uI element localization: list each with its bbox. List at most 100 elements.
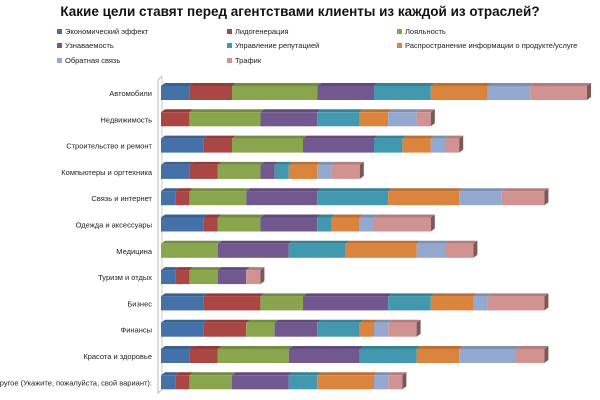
bar-segment-top bbox=[274, 319, 322, 323]
bar-segment-top bbox=[317, 319, 364, 323]
bar-segment bbox=[274, 164, 289, 179]
bar-segment bbox=[161, 349, 190, 363]
bar-segment-top bbox=[359, 214, 378, 218]
bar-segment-top bbox=[175, 188, 194, 192]
bar-segment bbox=[232, 375, 289, 390]
bar-segment bbox=[359, 322, 374, 337]
bar-segment-top bbox=[416, 109, 435, 113]
bar-segment-top bbox=[388, 319, 421, 323]
bar-segment bbox=[260, 217, 318, 232]
bar-segment bbox=[317, 217, 332, 232]
bar-segment-top bbox=[175, 372, 194, 376]
bar-segment-top bbox=[217, 214, 265, 218]
bar-segment-top bbox=[416, 240, 449, 244]
bar-segment bbox=[430, 86, 488, 100]
category-label: Автомобили bbox=[109, 89, 152, 98]
bar-segment bbox=[359, 112, 389, 127]
legend-swatch bbox=[57, 58, 62, 63]
bar-segment-top bbox=[445, 240, 478, 244]
bar-segment-top bbox=[374, 83, 435, 86]
bar-segment bbox=[473, 296, 488, 311]
bar-segment-top bbox=[161, 214, 208, 218]
bar-segment bbox=[430, 296, 474, 311]
bar-segment-side bbox=[359, 161, 364, 179]
bar-segment-side bbox=[459, 135, 464, 153]
bar-segment-top bbox=[388, 372, 407, 376]
bar-segment-top bbox=[161, 240, 222, 244]
axis-wall bbox=[157, 75, 163, 394]
bar-segment bbox=[317, 191, 389, 206]
bar-segment bbox=[288, 375, 318, 390]
category-label: Другое (Укажите, пожалуйста, свой вариан… bbox=[0, 378, 152, 387]
bar-segment-top bbox=[359, 346, 421, 349]
bar-segment bbox=[374, 217, 431, 232]
bar-segment-top bbox=[402, 135, 435, 139]
bar-segment bbox=[260, 296, 303, 311]
bar-segment-top bbox=[288, 372, 322, 376]
bar-segment bbox=[288, 349, 360, 363]
bar-segment-side bbox=[430, 214, 435, 232]
bar-segment-top bbox=[260, 109, 322, 113]
legend-item: Управление репутацией bbox=[227, 41, 319, 50]
bar-segment bbox=[331, 217, 360, 232]
bar-segment bbox=[189, 191, 247, 206]
bar-segment-top bbox=[317, 161, 336, 165]
bar-segment bbox=[161, 86, 190, 100]
bar-segment bbox=[189, 164, 218, 179]
bar-segment-top bbox=[232, 135, 307, 139]
bar-segment-side bbox=[416, 319, 421, 337]
legend-label: Трафик bbox=[235, 56, 262, 65]
category-label: Строительство и ремонт bbox=[66, 142, 152, 151]
bar-segment-top bbox=[189, 267, 222, 271]
axis-line bbox=[157, 388, 163, 394]
bar-segment bbox=[260, 112, 318, 127]
bar-segment-top bbox=[175, 267, 194, 271]
bar-segment bbox=[487, 296, 545, 311]
bar-segment-top bbox=[487, 83, 535, 86]
bar-segment bbox=[161, 243, 218, 258]
bar-segment-top bbox=[445, 135, 464, 139]
bar-segment-top bbox=[459, 346, 520, 349]
bar-segment-top bbox=[317, 188, 393, 192]
legend-swatch bbox=[227, 43, 232, 48]
bar-segment-top bbox=[288, 161, 322, 165]
bar-segment bbox=[331, 164, 360, 179]
bar-segment bbox=[388, 112, 417, 127]
bar-segment-top bbox=[317, 372, 378, 376]
bar-segment-top bbox=[217, 240, 293, 244]
bar-segment-top bbox=[374, 214, 435, 218]
bar-segment-top bbox=[260, 214, 322, 218]
bar-segment-side bbox=[544, 293, 549, 311]
bar-segment bbox=[445, 243, 474, 258]
bar-segment bbox=[445, 138, 460, 153]
bar-segment bbox=[388, 296, 431, 311]
bar-segment-top bbox=[217, 346, 293, 349]
bar-segment bbox=[388, 191, 460, 206]
legend-swatch bbox=[397, 43, 402, 48]
bar-segment bbox=[416, 349, 460, 363]
bar-segment bbox=[189, 375, 232, 390]
bar-segment bbox=[203, 217, 218, 232]
bar-segment-top bbox=[161, 109, 194, 113]
bar-segment bbox=[317, 322, 360, 337]
bar-segment bbox=[161, 375, 176, 390]
bar-segment bbox=[161, 322, 204, 337]
bar-segment-top bbox=[161, 319, 208, 323]
bar-segment-top bbox=[359, 319, 378, 323]
bar-segment-top bbox=[232, 83, 322, 86]
bar-segment bbox=[288, 243, 346, 258]
bar-segment bbox=[288, 164, 318, 179]
legend-item: Лояльность bbox=[397, 27, 446, 36]
bar-segment-side bbox=[473, 240, 478, 258]
bar-segment-top bbox=[161, 346, 194, 349]
bar-segment bbox=[175, 191, 190, 206]
bar-segment bbox=[161, 217, 204, 232]
bar-segment bbox=[161, 191, 176, 206]
bar-segment-top bbox=[388, 293, 435, 297]
bar-segment-top bbox=[189, 188, 251, 192]
bar-segment-top bbox=[189, 109, 265, 113]
legend-swatch bbox=[397, 29, 402, 34]
bar-segment bbox=[416, 243, 445, 258]
legend-swatch bbox=[57, 29, 62, 34]
legend-item: Обратная связь bbox=[57, 56, 120, 65]
